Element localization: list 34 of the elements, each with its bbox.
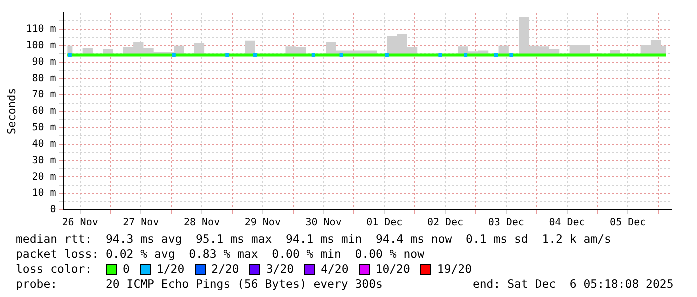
x-tick-label: 28 Nov [184, 218, 220, 229]
y-axis-title: Seconds [5, 88, 18, 135]
legend-label: 0 [123, 262, 130, 277]
x-tick-label: 02 Dec [427, 218, 464, 229]
y-tick-label: 60 m [32, 106, 56, 118]
legend-label: 19/20 [437, 262, 472, 277]
legend-title: loss color: [16, 262, 94, 277]
legend-label: 2/20 [212, 262, 240, 277]
x-tick-label: 04 Dec [549, 218, 586, 229]
y-tick-label: 90 m [32, 56, 56, 68]
x-tick-label: 29 Nov [244, 218, 281, 229]
x-tick-label: 30 Nov [306, 218, 342, 229]
legend-label: 1/20 [156, 262, 185, 277]
x-tick-label: 03 Dec [488, 218, 524, 229]
y-tick-label: 40 m [32, 138, 56, 150]
y-tick-label: 30 m [32, 155, 56, 166]
x-tick-label: 26 Nov [62, 218, 98, 229]
y-tick-label: 70 m [32, 90, 56, 101]
legend-label: 3/20 [266, 262, 294, 277]
text: median rtt: 94.3 ms avg 95.1 ms max 94.1 ms min 94.4 ms now 0.1 ms sd 1.2 k am/s [16, 232, 612, 247]
text: packet loss: 0.02 % avg 0.83 % max 0.00 % min 0.00 % now [16, 247, 426, 262]
y-tick-label: 10 m [32, 188, 56, 200]
y-tick-label: 110 m [26, 24, 56, 36]
text: probe: 20 ICMP Echo Pings (56 Bytes) every 300s end: Sat Dec 6 05:18:08 2025 [16, 277, 675, 292]
y-tick-label: 80 m [32, 73, 56, 84]
x-tick-label: 01 Dec [366, 218, 403, 229]
x-tick-label: 05 Dec [610, 218, 646, 229]
y-tick-label: 0 [50, 204, 56, 216]
x-tick-label: 27 Nov [123, 218, 160, 229]
y-tick-label: 100 m [26, 40, 56, 52]
y-tick-label: 20 m [32, 172, 56, 183]
y-tick-label: 50 m [32, 122, 56, 134]
legend-label: 4/20 [321, 262, 349, 277]
legend-label: 10/20 [376, 262, 410, 277]
